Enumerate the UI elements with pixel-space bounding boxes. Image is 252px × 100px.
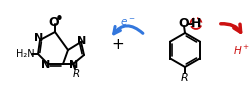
Text: N: N: [69, 60, 78, 70]
Text: O: O: [48, 16, 59, 28]
Text: N: N: [41, 60, 50, 70]
Text: $e^-$: $e^-$: [120, 16, 135, 28]
Text: R: R: [180, 73, 188, 83]
Text: N: N: [77, 36, 86, 46]
Text: H: H: [190, 17, 200, 30]
Text: N: N: [34, 34, 43, 44]
Text: H₂N: H₂N: [16, 49, 34, 59]
Text: +: +: [111, 38, 124, 52]
Text: R: R: [72, 69, 79, 79]
Text: $H^+$: $H^+$: [232, 43, 250, 56]
Text: O: O: [178, 17, 188, 30]
Text: •: •: [54, 12, 63, 26]
